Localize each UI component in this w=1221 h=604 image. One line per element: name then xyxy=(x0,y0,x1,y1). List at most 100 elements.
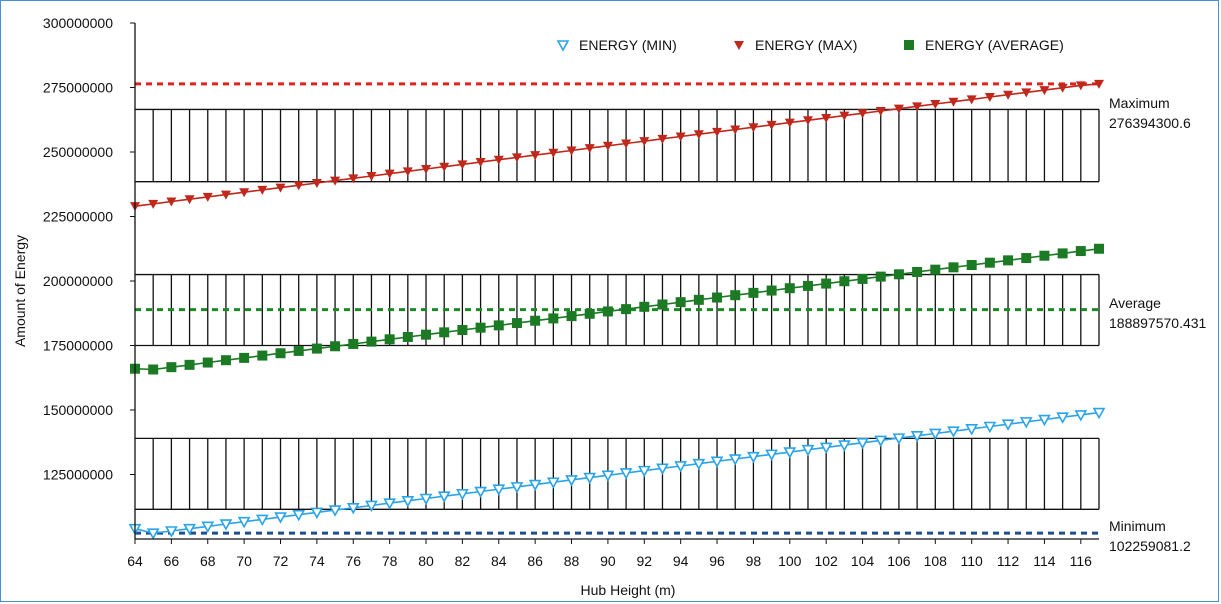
data-point-energy-max-99 xyxy=(766,120,777,130)
data-point-energy-average-66 xyxy=(166,362,177,373)
data-point-energy-min-87 xyxy=(546,477,560,489)
data-point-energy-average-69 xyxy=(220,355,231,366)
data-point-energy-max-102 xyxy=(821,113,832,123)
reference-line-layer xyxy=(135,82,1099,535)
data-point-energy-max-79 xyxy=(402,167,413,177)
data-point-energy-max-77 xyxy=(366,171,377,181)
data-point-energy-average-104 xyxy=(857,273,868,284)
data-point-energy-average-87 xyxy=(548,313,559,324)
data-point-energy-average-110 xyxy=(966,260,977,271)
data-point-energy-max-68 xyxy=(202,192,213,202)
data-point-energy-max-93 xyxy=(657,134,668,144)
data-point-energy-average-81 xyxy=(439,327,450,338)
data-point-energy-average-76 xyxy=(348,338,359,349)
data-point-energy-average-115 xyxy=(1057,248,1068,259)
data-point-energy-max-90 xyxy=(602,141,613,151)
data-point-energy-min-75 xyxy=(328,505,342,517)
data-point-energy-average-88 xyxy=(566,311,577,322)
y-axis-title: Amount of Energy xyxy=(12,235,28,347)
data-point-energy-average-103 xyxy=(839,276,850,287)
data-point-energy-max-67 xyxy=(184,195,195,205)
data-point-energy-max-69 xyxy=(220,190,231,200)
legend-label-energy-max: ENERGY (MAX) xyxy=(755,37,857,53)
series-line-energy-max xyxy=(134,83,1100,207)
data-point-energy-max-98 xyxy=(748,123,759,133)
data-point-energy-min-84 xyxy=(492,484,506,496)
data-point-energy-min-109 xyxy=(947,426,960,438)
data-point-energy-average-100 xyxy=(784,283,795,294)
data-point-energy-max-87 xyxy=(548,148,559,158)
data-point-energy-average-97 xyxy=(730,290,741,301)
data-point-energy-min-77 xyxy=(365,500,378,513)
data-point-energy-min-74 xyxy=(310,507,324,520)
y-tick-label-175000000: 175000000 xyxy=(43,338,113,354)
x-tick-label-114: 114 xyxy=(1033,553,1056,569)
data-point-energy-min-103 xyxy=(837,440,851,452)
legend: ENERGY (MIN) ENERGY (MAX) ENERGY (AVERAGE) xyxy=(556,37,1064,53)
ref-label-average: Average xyxy=(1109,295,1161,311)
legend-marker-energy-max xyxy=(734,41,744,50)
legend-label-energy-average: ENERGY (AVERAGE) xyxy=(925,37,1064,53)
data-point-energy-max-95 xyxy=(693,130,704,140)
y-tick-label-300000000: 300000000 xyxy=(43,15,113,31)
data-point-energy-average-107 xyxy=(912,266,923,277)
data-point-energy-min-66 xyxy=(165,526,178,538)
data-point-energy-max-83 xyxy=(475,158,486,168)
data-point-energy-average-92 xyxy=(639,301,650,312)
data-point-energy-min-113 xyxy=(1019,417,1033,429)
data-point-energy-min-99 xyxy=(765,449,778,462)
data-point-energy-max-78 xyxy=(384,169,395,179)
data-point-energy-max-111 xyxy=(984,93,995,103)
data-point-energy-min-115 xyxy=(1056,412,1069,424)
data-point-energy-max-107 xyxy=(912,102,923,112)
data-point-energy-average-96 xyxy=(712,292,723,303)
data-point-energy-max-85 xyxy=(511,153,522,163)
x-tick-label-80: 80 xyxy=(418,553,434,569)
data-point-energy-average-65 xyxy=(148,364,159,375)
x-tick-label-82: 82 xyxy=(455,553,471,569)
data-point-energy-average-95 xyxy=(693,294,704,305)
x-tick-label-72: 72 xyxy=(273,553,289,569)
data-point-energy-max-100 xyxy=(784,118,795,128)
y-tick-label-250000000: 250000000 xyxy=(43,144,113,160)
data-point-energy-average-80 xyxy=(421,329,432,340)
series-layer xyxy=(128,79,1106,540)
data-point-energy-average-91 xyxy=(621,304,632,315)
data-point-energy-min-90 xyxy=(601,470,615,482)
x-tick-label-76: 76 xyxy=(345,553,361,569)
data-point-energy-average-112 xyxy=(1003,255,1014,266)
data-point-energy-min-76 xyxy=(346,502,360,515)
y-tick-label-275000000: 275000000 xyxy=(43,80,113,96)
data-point-energy-max-65 xyxy=(148,199,159,209)
data-point-energy-max-106 xyxy=(893,104,904,114)
x-tick-label-112: 112 xyxy=(997,553,1020,569)
data-point-energy-min-101 xyxy=(801,444,815,457)
data-point-energy-average-82 xyxy=(457,325,468,336)
data-point-energy-average-90 xyxy=(602,306,613,317)
data-point-energy-max-113 xyxy=(1021,88,1032,98)
data-point-energy-max-109 xyxy=(948,97,959,107)
data-point-energy-max-71 xyxy=(257,185,268,195)
data-point-energy-max-97 xyxy=(730,125,741,135)
data-point-energy-min-96 xyxy=(710,456,724,468)
data-point-energy-average-77 xyxy=(366,336,377,347)
data-point-energy-max-117 xyxy=(1094,79,1104,89)
data-point-energy-min-78 xyxy=(383,498,397,510)
data-point-energy-average-73 xyxy=(293,345,304,356)
data-point-energy-average-113 xyxy=(1021,253,1032,264)
data-point-energy-max-110 xyxy=(966,95,977,105)
data-point-energy-min-92 xyxy=(637,465,651,478)
x-tick-label-70: 70 xyxy=(236,553,252,569)
x-tick-label-96: 96 xyxy=(709,553,725,569)
data-point-energy-average-79 xyxy=(402,331,413,342)
y-tick-label-225000000: 225000000 xyxy=(43,209,113,225)
data-point-energy-max-76 xyxy=(348,174,359,184)
data-point-energy-max-104 xyxy=(857,109,868,119)
data-point-energy-min-112 xyxy=(1001,419,1015,431)
x-tick-label-106: 106 xyxy=(887,553,911,569)
data-point-energy-max-88 xyxy=(566,146,577,156)
data-point-energy-average-89 xyxy=(584,308,595,319)
data-point-energy-min-105 xyxy=(874,435,888,448)
